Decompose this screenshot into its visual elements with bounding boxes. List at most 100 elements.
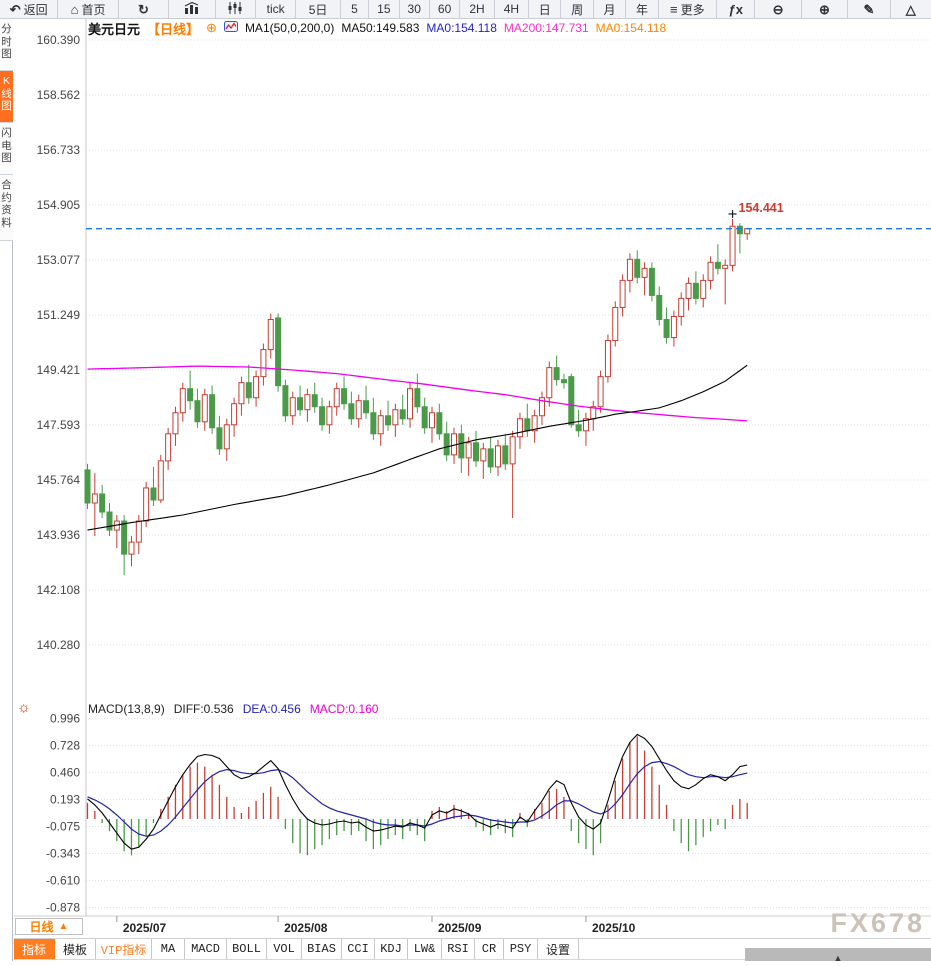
tab-contract-info[interactable]: 合约资料 xyxy=(0,175,13,241)
date-axis-layer: 2025/07 2025/08 2025/09 2025/10 xyxy=(116,916,636,935)
bottom-scroll-handle[interactable]: ▲ xyxy=(745,948,931,963)
indicator-bias[interactable]: BIAS xyxy=(302,939,342,959)
ma50-line xyxy=(87,364,748,531)
tick-button[interactable]: tick xyxy=(256,0,297,18)
tab-time-share-chart[interactable]: 分时图 xyxy=(0,19,13,71)
period-30m-button[interactable]: 30 xyxy=(400,0,430,18)
price-axis-label: 142.108 xyxy=(37,583,81,597)
price-axis-label: 145.764 xyxy=(37,473,81,487)
period-year-button[interactable]: 年 xyxy=(626,0,659,18)
period-week-button[interactable]: 周 xyxy=(561,0,594,18)
chart-legend: 美元日元 【日线】 ⊕ MA1(50,0,200,0) MA50:149.583… xyxy=(88,20,667,37)
refresh-button[interactable]: ↻ xyxy=(119,0,170,18)
tab-vip-indicator[interactable]: VIP指标 xyxy=(96,939,152,959)
zoom-out-button[interactable]: ⊖ xyxy=(755,0,802,18)
home-icon: ⌂ xyxy=(70,1,79,17)
left-sidebar: 分时图 K线图 闪电图 合约资料 xyxy=(0,19,13,961)
period-2h-button[interactable]: 2H xyxy=(460,0,495,18)
pencil-icon: ✎ xyxy=(863,1,875,17)
settings-button[interactable]: 设置 xyxy=(538,939,579,959)
period-15m-button[interactable]: 15 xyxy=(369,0,400,18)
tab-lightning-chart[interactable]: 闪电图 xyxy=(0,123,13,175)
collapse-arrow-icon: ▲ xyxy=(833,953,843,963)
more-button[interactable]: ≡ 更多 xyxy=(659,0,718,18)
shape-button[interactable]: △ xyxy=(891,0,931,18)
macd-axis-label: 0.728 xyxy=(50,739,80,753)
period-4h-button-label: 4H xyxy=(503,2,520,16)
candlestick-button[interactable] xyxy=(216,0,256,18)
period-5d-button-label: 5日 xyxy=(308,2,328,17)
macd-diff-value: DIFF:0.536 xyxy=(173,702,234,716)
date-label: 2025/08 xyxy=(284,921,328,935)
macd-dea-value: DEA:0.456 xyxy=(242,702,301,716)
period-5m-button-label: 5 xyxy=(351,2,358,16)
period-tag: 【日线】 xyxy=(147,21,200,37)
watermark: FX678 xyxy=(830,908,925,938)
period-label: 日线 xyxy=(29,920,54,934)
macd-axis-label: -0.878 xyxy=(46,900,80,914)
zoom-out-icon: ⊖ xyxy=(772,1,784,17)
ma0-value-blue: MA0:154.118 xyxy=(426,21,497,35)
price-axis-label: 143.936 xyxy=(37,528,81,542)
indicator-kdj[interactable]: KDJ xyxy=(375,939,408,959)
price-axis-label: 151.249 xyxy=(37,308,81,322)
period-5d-button[interactable]: 5日 xyxy=(296,0,341,18)
fx-button[interactable]: ƒx xyxy=(717,0,756,18)
draw-button[interactable]: ✎ xyxy=(848,0,891,18)
macd-axis-label: 0.996 xyxy=(50,712,80,726)
macd-legend: MACD(13,8,9) DIFF:0.536 DEA:0.456 MACD:0… xyxy=(88,702,378,716)
period-month-button[interactable]: 月 xyxy=(594,0,627,18)
period-day-button[interactable]: 日 xyxy=(529,0,562,18)
macd-axis-label: 0.193 xyxy=(50,793,80,807)
indicator-lw[interactable]: LW& xyxy=(408,939,442,959)
price-axis-label: 147.593 xyxy=(37,418,81,432)
back-button[interactable]: ↶ 返回 xyxy=(0,0,59,18)
zoom-in-button[interactable]: ⊕ xyxy=(802,0,849,18)
add-indicator-icon[interactable]: ⊕ xyxy=(206,20,217,35)
indicator-macd[interactable]: MACD xyxy=(185,939,227,959)
candles-layer xyxy=(84,219,751,576)
indicator-rsi[interactable]: RSI xyxy=(442,939,475,959)
date-label: 2025/07 xyxy=(123,921,167,935)
macd-axis-label: -0.610 xyxy=(46,873,80,887)
tab-indicator[interactable]: 指标 xyxy=(14,939,55,959)
period-selector-button[interactable]: 日线 ▲ xyxy=(15,918,83,935)
indicator-vol[interactable]: VOL xyxy=(267,939,302,959)
ma-mini-chart-icon xyxy=(223,21,238,35)
indicator-boll[interactable]: BOLL xyxy=(227,939,267,959)
ma50-value: MA50:149.583 xyxy=(341,21,420,35)
ma200-value: MA200:147.731 xyxy=(503,21,589,35)
tab-kline-chart[interactable]: K线图 xyxy=(0,71,13,123)
indicator-toolbar: 指标 模板 VIP指标 MA MACD BOLL VOL BIAS CCI KDJ LW& RSI CR… xyxy=(14,938,931,960)
macd-axis-label: -0.075 xyxy=(46,820,80,834)
period-5m-button[interactable]: 5 xyxy=(341,0,370,18)
price-axis-label: 149.421 xyxy=(37,363,81,377)
indicator-settings-icon[interactable]: ☼ xyxy=(17,699,31,716)
bar-chart-button[interactable] xyxy=(169,0,216,18)
home-button[interactable]: ⌂ 首页 xyxy=(58,0,119,18)
period-year-button-label: 年 xyxy=(635,2,648,17)
ma200-line xyxy=(87,365,748,422)
period-week-button-label: 周 xyxy=(571,2,584,17)
back-button-label: 返回 xyxy=(23,2,48,17)
price-axis-label: 140.280 xyxy=(37,638,81,652)
macd-axis-label: 0.460 xyxy=(50,766,80,780)
indicator-cr[interactable]: CR xyxy=(475,939,504,959)
gridlines-layer xyxy=(14,19,931,917)
high-marker: 154.441 xyxy=(728,201,784,218)
price-axis-label: 158.562 xyxy=(37,88,81,102)
tab-template[interactable]: 模板 xyxy=(55,939,96,959)
ma0-value-orange: MA0:154.118 xyxy=(595,21,667,35)
top-toolbar: ↶ 返回 ⌂ 首页 ↻ tick 5日 5 15 30 60 2H 4H 日周月年 ≡ 更多 ƒx ⊖ ⊕ ✎ △ xyxy=(0,0,931,19)
price-axis-label: 154.905 xyxy=(37,198,81,212)
indicator-psy[interactable]: PSY xyxy=(504,939,538,959)
period-4h-button[interactable]: 4H xyxy=(495,0,530,18)
indicator-cci[interactable]: CCI xyxy=(342,939,375,959)
date-label: 2025/10 xyxy=(592,921,636,935)
chart-canvas[interactable]: 160.390 158.562 156.733 154.905 153.077 151.2… xyxy=(14,19,931,961)
price-axis-label: 160.390 xyxy=(37,33,81,47)
indicator-ma[interactable]: MA xyxy=(152,939,185,959)
period-60m-button[interactable]: 60 xyxy=(430,0,461,18)
triangle-icon: △ xyxy=(905,1,916,17)
